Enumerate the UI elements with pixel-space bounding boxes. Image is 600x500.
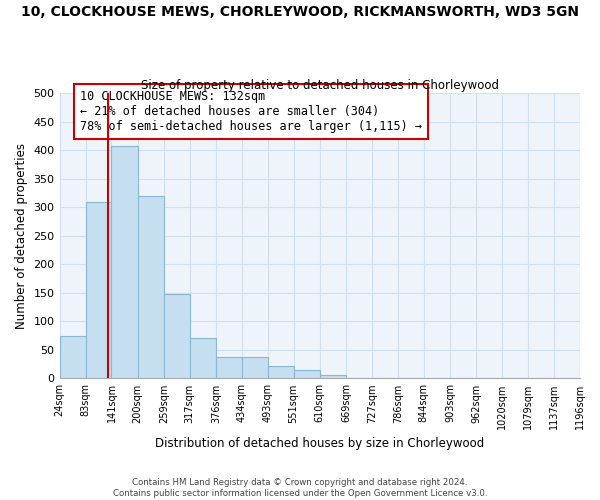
X-axis label: Distribution of detached houses by size in Chorleywood: Distribution of detached houses by size … (155, 437, 484, 450)
Text: 10 CLOCKHOUSE MEWS: 132sqm
← 21% of detached houses are smaller (304)
78% of sem: 10 CLOCKHOUSE MEWS: 132sqm ← 21% of deta… (80, 90, 422, 134)
Text: Contains HM Land Registry data © Crown copyright and database right 2024.
Contai: Contains HM Land Registry data © Crown c… (113, 478, 487, 498)
Bar (268, 366, 293, 378)
Bar (242, 358, 268, 378)
Bar (580, 376, 600, 378)
Bar (216, 358, 242, 378)
Y-axis label: Number of detached properties: Number of detached properties (15, 143, 28, 329)
Bar (59, 336, 86, 378)
Bar (86, 202, 112, 378)
Text: 10, CLOCKHOUSE MEWS, CHORLEYWOOD, RICKMANSWORTH, WD3 5GN: 10, CLOCKHOUSE MEWS, CHORLEYWOOD, RICKMA… (21, 5, 579, 19)
Bar (190, 338, 216, 378)
Bar (320, 375, 346, 378)
Bar (164, 294, 190, 378)
Bar (112, 146, 137, 378)
Bar (137, 196, 164, 378)
Title: Size of property relative to detached houses in Chorleywood: Size of property relative to detached ho… (141, 79, 499, 92)
Bar (293, 370, 320, 378)
